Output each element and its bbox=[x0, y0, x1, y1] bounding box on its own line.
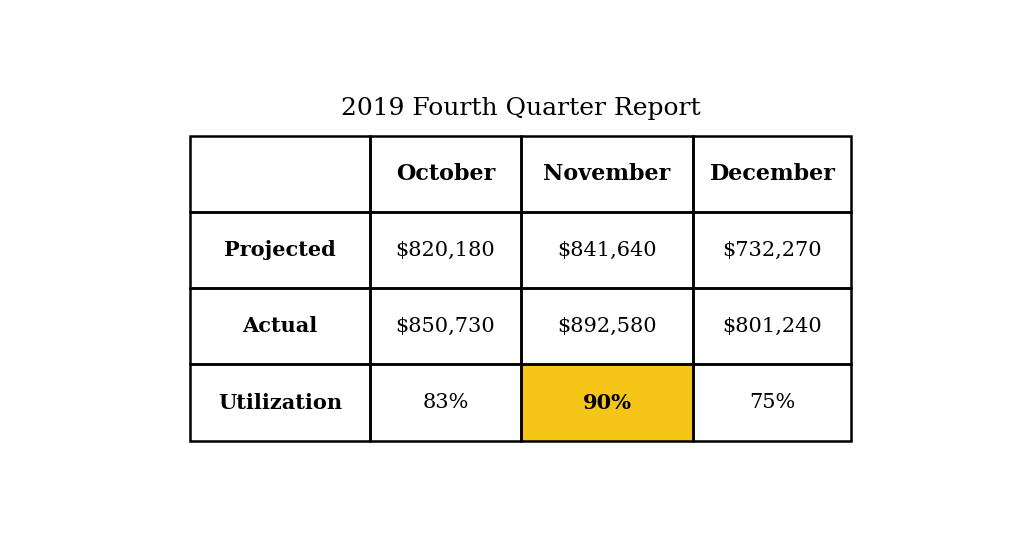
Bar bbox=[190, 364, 370, 441]
Bar bbox=[190, 136, 370, 212]
Text: Projected: Projected bbox=[225, 240, 336, 260]
Text: $801,240: $801,240 bbox=[722, 317, 822, 336]
Text: $892,580: $892,580 bbox=[557, 317, 657, 336]
Text: $850,730: $850,730 bbox=[395, 317, 495, 336]
Bar bbox=[370, 136, 520, 212]
Text: Actual: Actual bbox=[243, 317, 318, 337]
Text: $820,180: $820,180 bbox=[395, 241, 495, 260]
Bar bbox=[521, 364, 693, 441]
Bar bbox=[370, 212, 520, 288]
Text: $732,270: $732,270 bbox=[722, 241, 822, 260]
Bar bbox=[521, 136, 693, 212]
Bar bbox=[190, 212, 370, 288]
Bar bbox=[370, 288, 520, 364]
Text: 75%: 75% bbox=[749, 393, 796, 412]
Text: October: October bbox=[396, 163, 495, 185]
Bar bbox=[693, 288, 851, 364]
Bar bbox=[693, 288, 851, 364]
Bar bbox=[693, 364, 851, 441]
Bar bbox=[521, 212, 693, 288]
Text: 2019 Fourth Quarter Report: 2019 Fourth Quarter Report bbox=[341, 98, 700, 120]
Bar bbox=[190, 212, 370, 288]
Bar bbox=[693, 212, 851, 288]
Bar bbox=[370, 288, 520, 364]
Bar bbox=[370, 364, 520, 441]
Text: December: December bbox=[709, 163, 835, 185]
Text: November: November bbox=[544, 163, 671, 185]
Bar bbox=[370, 364, 520, 441]
Text: 90%: 90% bbox=[582, 392, 632, 412]
Bar bbox=[370, 136, 520, 212]
Bar bbox=[693, 136, 851, 212]
Bar bbox=[521, 364, 693, 441]
Text: 83%: 83% bbox=[423, 393, 468, 412]
Bar bbox=[521, 288, 693, 364]
Text: $841,640: $841,640 bbox=[557, 241, 657, 260]
Bar bbox=[521, 212, 693, 288]
Bar bbox=[190, 136, 370, 212]
Bar bbox=[693, 364, 851, 441]
Bar bbox=[693, 136, 851, 212]
Bar bbox=[521, 136, 693, 212]
Bar bbox=[370, 212, 520, 288]
Bar bbox=[521, 288, 693, 364]
Bar bbox=[190, 288, 370, 364]
Bar bbox=[693, 212, 851, 288]
Text: Utilization: Utilization bbox=[218, 392, 342, 412]
Bar bbox=[190, 288, 370, 364]
Bar bbox=[190, 364, 370, 441]
